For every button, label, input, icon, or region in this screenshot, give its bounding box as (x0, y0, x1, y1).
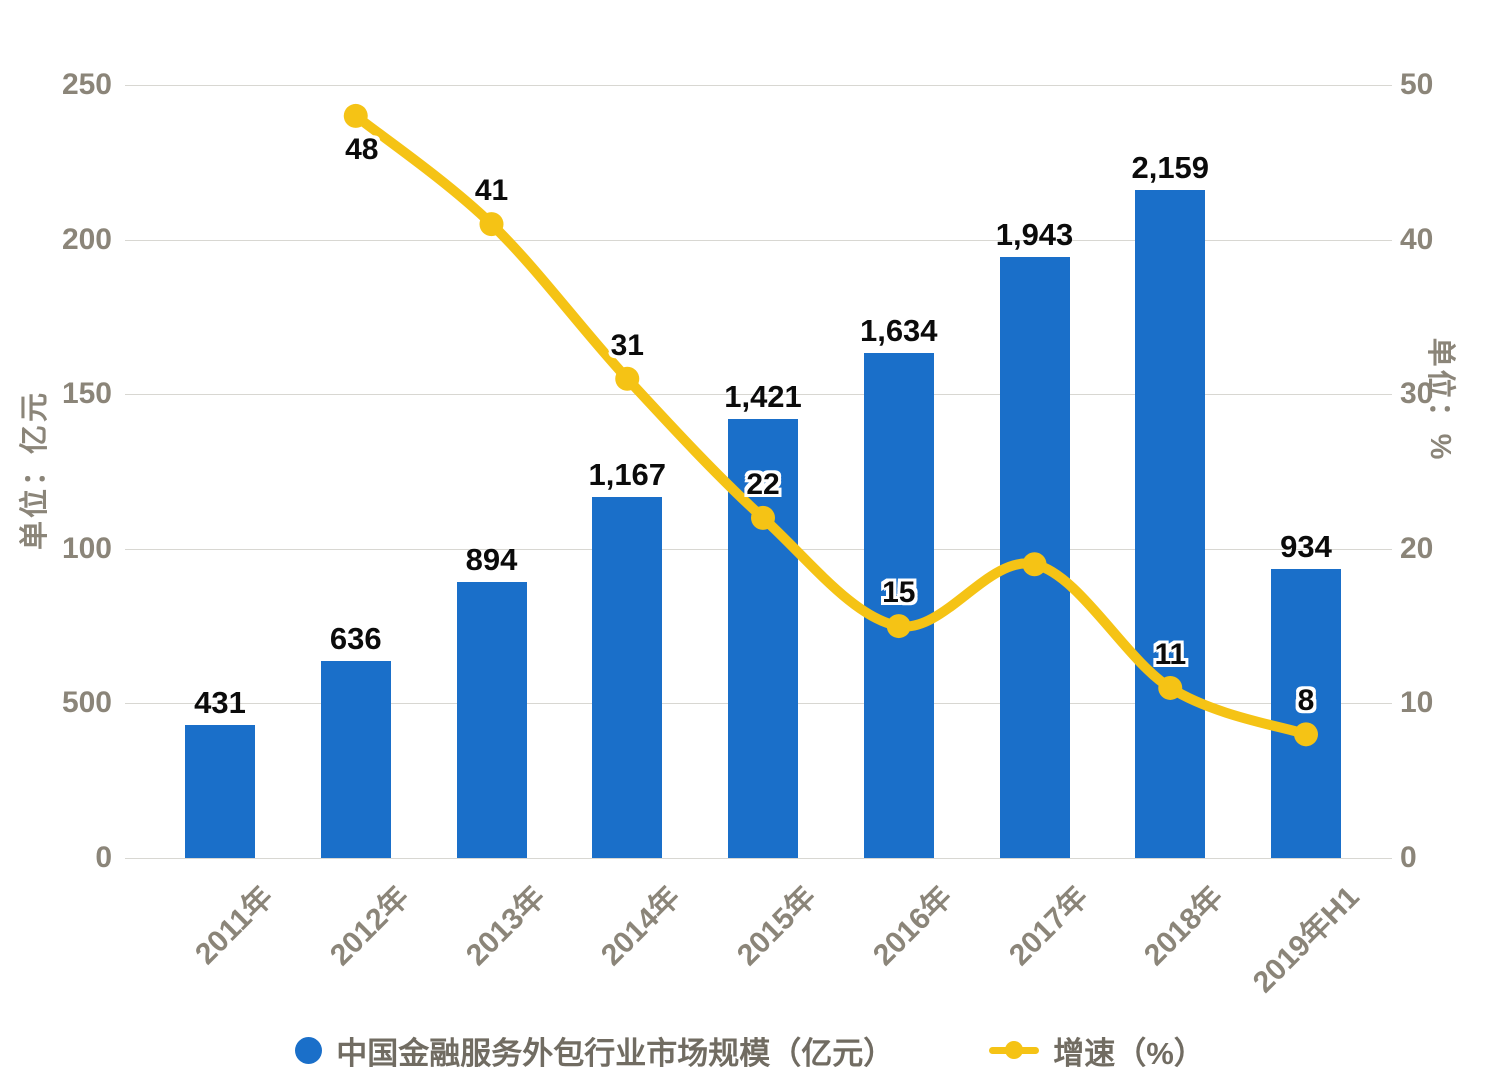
line-point-label: 48 (345, 132, 379, 166)
left-axis-tick-label: 200 (61, 222, 112, 256)
gridline (125, 85, 1392, 86)
line-point-label: 22 (746, 467, 780, 501)
bar-value-label: 1,167 (588, 457, 667, 493)
line-point-label: 11 (1154, 637, 1187, 671)
legend: 中国金融服务外包行业市场规模（亿元） 增速（%） (0, 1028, 1500, 1072)
line-point-marker (615, 366, 640, 391)
bar-2012年 (320, 661, 391, 858)
bar-value-label: 1,421 (724, 378, 802, 414)
left-axis-tick-label: 100 (61, 531, 112, 565)
legend-label-market-size: 中国金融服务外包行业市场规模（亿元） (336, 1035, 895, 1071)
left-axis-tick-label: 250 (61, 68, 112, 101)
left-axis-title: 单位：亿元 (19, 389, 51, 551)
legend-label-growth: 增速（%） (1053, 1035, 1205, 1071)
bar-2011年 (185, 724, 255, 858)
bar-2018年 (1135, 190, 1206, 858)
bar-value-label: 431 (194, 684, 246, 720)
bar-series-legend-marker-icon (295, 1036, 323, 1064)
legend-item-growth: 增速（%） (989, 1028, 1205, 1073)
bar-2017年 (999, 257, 1070, 858)
line-point-label: 31 (610, 328, 644, 362)
right-axis-tick-label: 30 (1400, 377, 1434, 411)
right-axis-tick-label: 20 (1400, 531, 1434, 565)
line-series-legend-marker-icon (989, 1041, 1040, 1059)
bar-value-label: 1,943 (995, 217, 1074, 253)
gridline (125, 858, 1392, 859)
left-axis-tick-label: 500 (61, 686, 112, 720)
right-axis-tick-label: 50 (1400, 68, 1434, 101)
bar-value-label: 636 (329, 621, 382, 657)
legend-item-market-size: 中国金融服务外包行业市场规模（亿元） (295, 1028, 894, 1073)
left-axis-tick-label: 150 (61, 377, 112, 411)
line-point-label: 41 (474, 174, 509, 208)
right-axis-tick-label: 0 (1400, 841, 1417, 874)
right-axis-tick-label: 10 (1400, 686, 1434, 720)
left-axis-tick-label: 0 (95, 841, 112, 874)
bar-value-label: 1,634 (859, 312, 938, 348)
bar-value-label: 894 (465, 541, 518, 577)
bar-value-label: 934 (1280, 529, 1332, 565)
line-point-label: 15 (882, 576, 916, 610)
line-point-marker (343, 103, 368, 128)
right-axis-tick-label: 40 (1400, 222, 1434, 256)
line-point-label: 8 (1297, 684, 1315, 718)
bar-2014年 (592, 497, 663, 858)
bar-2013年 (456, 581, 527, 858)
line-point-marker (479, 212, 504, 237)
bar-value-label: 2,159 (1131, 150, 1210, 186)
